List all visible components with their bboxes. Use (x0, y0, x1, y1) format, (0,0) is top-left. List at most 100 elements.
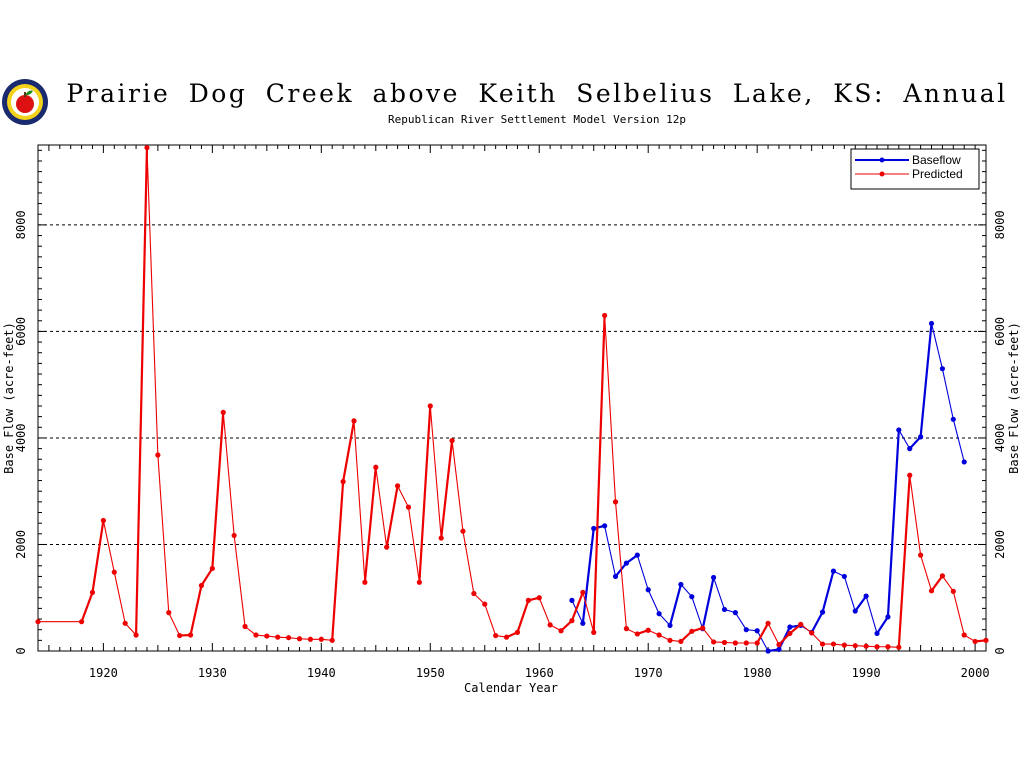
data-point-predicted-1994 (907, 472, 913, 478)
x-tick-label-1950: 1950 (416, 666, 445, 680)
series-segment-predicted (375, 466, 388, 548)
data-point-predicted-1924 (144, 145, 150, 151)
y-tick-label-right-0: 0 (993, 647, 1007, 654)
series-segment-predicted (811, 632, 824, 645)
y-tick-label-left-2000: 2000 (14, 530, 28, 559)
data-point-baseflow-1976 (710, 574, 717, 581)
x-tick-label-1970: 1970 (634, 666, 663, 680)
series-segment-predicted (146, 147, 159, 456)
series-segment-predicted (570, 591, 584, 622)
data-point-baseflow-1969 (634, 552, 640, 558)
data-point-predicted-1933 (242, 623, 248, 630)
data-point-baseflow-1977 (721, 606, 728, 613)
data-point-baseflow-1968 (623, 560, 630, 566)
x-tick-label-1930: 1930 (198, 666, 227, 680)
data-point-baseflow-1982 (776, 646, 782, 653)
data-point-predicted-1974 (689, 628, 695, 634)
data-point-predicted-1931 (220, 409, 226, 415)
data-point-predicted-1973 (678, 638, 684, 645)
data-point-predicted-1990 (863, 643, 869, 649)
series-segment-predicted (702, 627, 715, 643)
data-point-baseflow-1964 (580, 620, 586, 626)
data-point-predicted-1929 (198, 582, 205, 589)
x-tick-label-1960: 1960 (525, 666, 554, 680)
series-segment-baseflow (713, 576, 726, 611)
x-tick-label-1990: 1990 (852, 666, 881, 680)
series-segment-predicted (440, 439, 454, 540)
data-point-baseflow-1978 (732, 610, 738, 616)
data-point-predicted-1914 (35, 619, 41, 625)
logo (2, 79, 48, 125)
data-point-predicted-1988 (841, 642, 847, 648)
series-segment-baseflow (604, 525, 617, 577)
y-tick-label-right-2000: 2000 (993, 530, 1007, 559)
series-segment-predicted (767, 622, 780, 646)
plot-frame (37, 144, 987, 652)
data-point-predicted-1962 (558, 628, 564, 634)
data-point-baseflow-1987 (830, 568, 837, 574)
data-point-predicted-1999 (961, 632, 967, 638)
data-point-baseflow-1999 (961, 459, 967, 465)
series-segment-predicted (941, 575, 954, 592)
series-segment-predicted (777, 632, 791, 646)
x-tick-label-1980: 1980 (743, 666, 772, 680)
series-segment-predicted (909, 474, 922, 556)
data-point-predicted-1920 (100, 517, 106, 524)
series-segment-predicted (91, 519, 105, 594)
legend-baseflow-marker (879, 157, 885, 163)
series-segment-predicted (363, 466, 377, 584)
series-segment-predicted (80, 591, 94, 623)
data-point-baseflow-1980 (754, 628, 760, 634)
series-segment-predicted (429, 405, 442, 539)
data-point-predicted-1937 (286, 635, 292, 641)
y-tick-label-left-8000: 8000 (14, 210, 28, 239)
legend-baseflow-label: Baseflow (912, 153, 961, 167)
data-point-predicted-1998 (950, 588, 956, 594)
data-point-baseflow-1995 (918, 434, 924, 440)
data-point-predicted-1989 (852, 643, 858, 649)
series-segment-predicted (418, 404, 432, 584)
x-axis-title: Calendar Year (464, 681, 558, 695)
series-segment-baseflow (908, 435, 922, 450)
grid-lines (38, 224, 986, 545)
data-point-baseflow-1986 (819, 609, 826, 615)
series-segment-baseflow (865, 595, 878, 634)
data-point-baseflow-1988 (841, 573, 847, 580)
series-segment-baseflow (886, 428, 900, 619)
data-point-predicted-1983 (787, 630, 793, 637)
series-segment-predicted (897, 474, 911, 649)
data-point-predicted-1949 (416, 579, 422, 585)
data-point-predicted-1934 (253, 632, 259, 638)
data-point-predicted-1922 (122, 620, 128, 626)
data-point-baseflow-1963 (569, 597, 575, 604)
data-point-predicted-1959 (525, 597, 531, 604)
data-point-predicted-1935 (264, 633, 270, 639)
data-point-predicted-1992 (885, 644, 891, 650)
series-segment-predicted (407, 506, 420, 583)
data-point-predicted-1987 (830, 641, 837, 647)
series-segment-baseflow (581, 527, 595, 625)
series-segment-predicted (113, 571, 126, 624)
data-point-predicted-1964 (580, 589, 586, 596)
data-point-predicted-1958 (514, 629, 521, 635)
data-point-baseflow-1971 (656, 611, 662, 617)
data-point-predicted-1947 (394, 483, 401, 489)
series-segment-predicted (397, 485, 410, 508)
data-point-predicted-1996 (928, 588, 935, 594)
series-segment-predicted (331, 480, 345, 642)
y-tick-label-left-0: 0 (14, 647, 28, 654)
chart-title: Prairie Dog Creek above Keith Selbelius … (66, 79, 1007, 108)
legend: Baseflow Predicted (850, 148, 980, 190)
series-segment-predicted (484, 603, 497, 637)
data-point-predicted-1986 (819, 641, 826, 647)
data-point-predicted-1950 (427, 403, 433, 409)
series-segment-baseflow (919, 322, 933, 438)
data-point-predicted-1981 (765, 620, 771, 626)
series-segment-baseflow (691, 596, 704, 630)
series-predicted (35, 145, 989, 650)
data-point-baseflow-1967 (612, 573, 619, 580)
series-segment-predicted (102, 519, 115, 573)
data-point-predicted-1972 (667, 637, 673, 643)
data-point-baseflow-1994 (907, 446, 913, 452)
data-point-baseflow-1979 (743, 627, 749, 633)
